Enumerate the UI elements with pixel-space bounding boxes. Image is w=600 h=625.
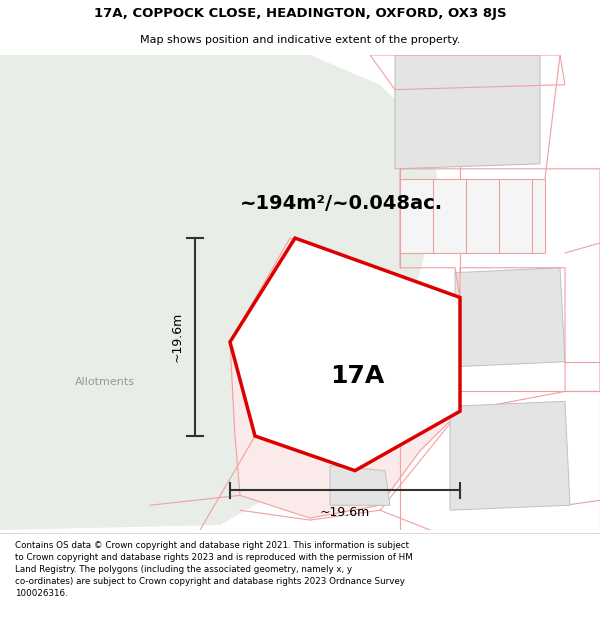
Text: ~19.6m: ~19.6m (170, 312, 184, 362)
Polygon shape (260, 262, 440, 446)
Polygon shape (400, 179, 545, 253)
Polygon shape (395, 55, 540, 169)
Text: ~194m²/~0.048ac.: ~194m²/~0.048ac. (240, 194, 443, 213)
Polygon shape (450, 401, 570, 510)
Text: Map shows position and indicative extent of the property.: Map shows position and indicative extent… (140, 34, 460, 44)
Polygon shape (455, 268, 565, 367)
Text: Contains OS data © Crown copyright and database right 2021. This information is : Contains OS data © Crown copyright and d… (15, 541, 413, 598)
Text: 17A: 17A (331, 364, 385, 388)
Polygon shape (230, 238, 460, 518)
Text: 17A, COPPOCK CLOSE, HEADINGTON, OXFORD, OX3 8JS: 17A, COPPOCK CLOSE, HEADINGTON, OXFORD, … (94, 8, 506, 20)
Polygon shape (0, 55, 440, 530)
Text: ~19.6m: ~19.6m (320, 506, 370, 519)
Text: Allotments: Allotments (75, 376, 135, 386)
Polygon shape (330, 466, 390, 505)
Polygon shape (230, 238, 460, 471)
